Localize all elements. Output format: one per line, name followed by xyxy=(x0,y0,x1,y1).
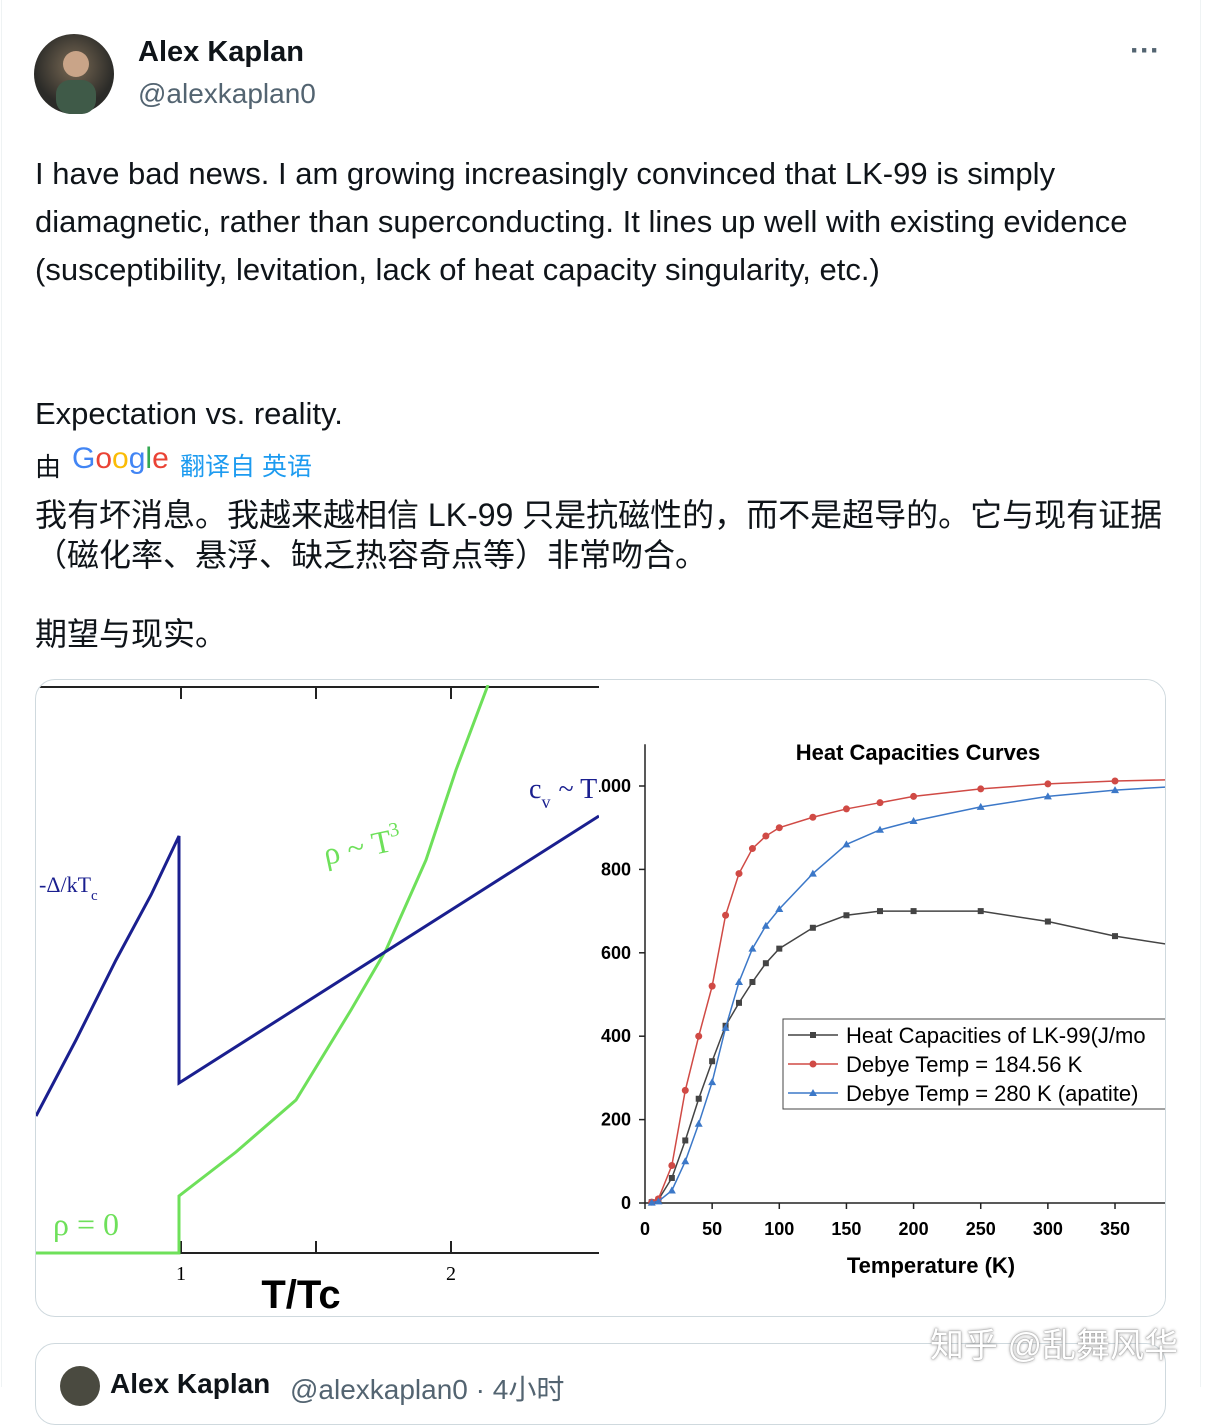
label-main: c xyxy=(529,774,541,805)
point xyxy=(709,1058,715,1064)
point xyxy=(810,1032,816,1038)
point xyxy=(1112,777,1119,784)
label-main: -Δ/kT xyxy=(39,872,92,897)
label-sub: c xyxy=(91,888,98,904)
point xyxy=(1044,780,1051,787)
point xyxy=(736,1000,742,1006)
x-tick-label: 150 xyxy=(831,1219,861,1239)
point xyxy=(911,908,917,914)
label-main: ~ T xyxy=(558,774,597,805)
chart-title: Heat Capacities Curves xyxy=(796,740,1041,765)
point xyxy=(749,979,755,985)
label-sub: v xyxy=(541,792,550,812)
point xyxy=(910,793,917,800)
x-tick-label: 100 xyxy=(764,1219,794,1239)
translated-text: 期望与现实。 xyxy=(35,614,1175,654)
point xyxy=(763,960,769,966)
point xyxy=(709,983,716,990)
x-axis-label: T/Tc xyxy=(261,1273,340,1317)
point xyxy=(843,805,850,812)
point xyxy=(696,1096,702,1102)
translation-by: 由 xyxy=(35,447,61,484)
media[interactable]: -Δ/kTc ρ ~ T3 cv~ T ρ = 0 1 2 T/Tc Heat … xyxy=(35,679,1166,1317)
point xyxy=(682,1137,688,1143)
x-tick-label: 50 xyxy=(702,1219,722,1239)
blue-curve xyxy=(36,816,599,1116)
point xyxy=(877,799,884,806)
legend-label: Heat Capacities of LK-99(J/mo xyxy=(846,1023,1146,1048)
x-tick-label: 0 xyxy=(640,1219,650,1239)
translation-label[interactable]: 翻译自 英语 xyxy=(180,447,312,483)
delta-label: -Δ/kTc xyxy=(39,872,98,904)
quoted-avatar xyxy=(60,1366,100,1406)
y-tick-label: 0 xyxy=(621,1193,631,1213)
point xyxy=(1045,919,1051,925)
rho-cubic-label: ρ ~ T3 xyxy=(320,818,405,872)
point xyxy=(809,814,816,821)
chart-background xyxy=(599,680,1166,1317)
point xyxy=(810,1061,817,1068)
more-button[interactable]: ··· xyxy=(1130,34,1160,68)
point xyxy=(977,785,984,792)
watermark: 知乎 @乱舞风华 xyxy=(930,1318,1178,1367)
figure: -Δ/kTc ρ ~ T3 cv~ T ρ = 0 1 2 T/Tc Heat … xyxy=(36,680,1166,1317)
y-tick-label: 600 xyxy=(601,943,631,963)
x-tick-label: 300 xyxy=(1033,1219,1063,1239)
y-tick-label: 200 xyxy=(601,1110,631,1130)
x-tick-label: 1 xyxy=(176,1263,186,1285)
quoted-author: Alex Kaplan xyxy=(110,1368,270,1400)
google-logo: Google xyxy=(72,442,169,476)
y-tick-label: 800 xyxy=(601,859,631,879)
point xyxy=(736,870,743,877)
point xyxy=(722,912,729,919)
point xyxy=(877,908,883,914)
author-handle[interactable]: @alexkaplan0 xyxy=(138,78,316,110)
point xyxy=(695,1033,702,1040)
rho-zero-label: ρ = 0 xyxy=(53,1206,119,1242)
point xyxy=(749,845,756,852)
green-curve xyxy=(36,685,488,1253)
point xyxy=(776,946,782,952)
point xyxy=(682,1087,689,1094)
avatar xyxy=(34,34,114,114)
point xyxy=(843,912,849,918)
page: Alex Kaplan @alexkaplan0 ··· I have bad … xyxy=(0,0,1223,1387)
point xyxy=(668,1162,675,1169)
x-tick-label: 350 xyxy=(1100,1219,1130,1239)
tweet-text: Expectation vs. reality. xyxy=(35,390,1175,438)
point xyxy=(978,908,984,914)
x-tick-label: 250 xyxy=(966,1219,996,1239)
heat-chart: Heat Capacities Curves Temperature (K) 0… xyxy=(591,680,1166,1317)
point xyxy=(776,824,783,831)
point xyxy=(810,925,816,931)
tweet-text: I have bad news. I am growing increasing… xyxy=(35,150,1175,294)
label-main: ρ ~ T xyxy=(320,822,395,872)
tick-marks xyxy=(181,687,451,1253)
point xyxy=(762,833,769,840)
quoted-meta: @alexkaplan0 · 4小时 xyxy=(290,1368,564,1408)
y-tick-label: 400 xyxy=(601,1026,631,1046)
point xyxy=(669,1175,675,1181)
translated-text: 我有坏消息。我越来越相信 LK-99 只是抗磁性的，而不是超导的。它与现有证据（… xyxy=(35,495,1175,575)
x-tick-label: 200 xyxy=(899,1219,929,1239)
schematic: -Δ/kTc ρ ~ T3 cv~ T ρ = 0 1 2 T/Tc xyxy=(36,685,599,1317)
legend-label: Debye Temp = 184.56 K xyxy=(846,1052,1083,1077)
cv-label: cv ~ T xyxy=(529,774,597,812)
point xyxy=(1165,776,1166,783)
x-tick-label: 2 xyxy=(446,1263,456,1285)
x-axis-label: Temperature (K) xyxy=(847,1253,1015,1278)
point xyxy=(1112,933,1118,939)
author-name[interactable]: Alex Kaplan xyxy=(138,36,304,69)
legend-label: Debye Temp = 280 K (apatite) xyxy=(846,1081,1139,1106)
